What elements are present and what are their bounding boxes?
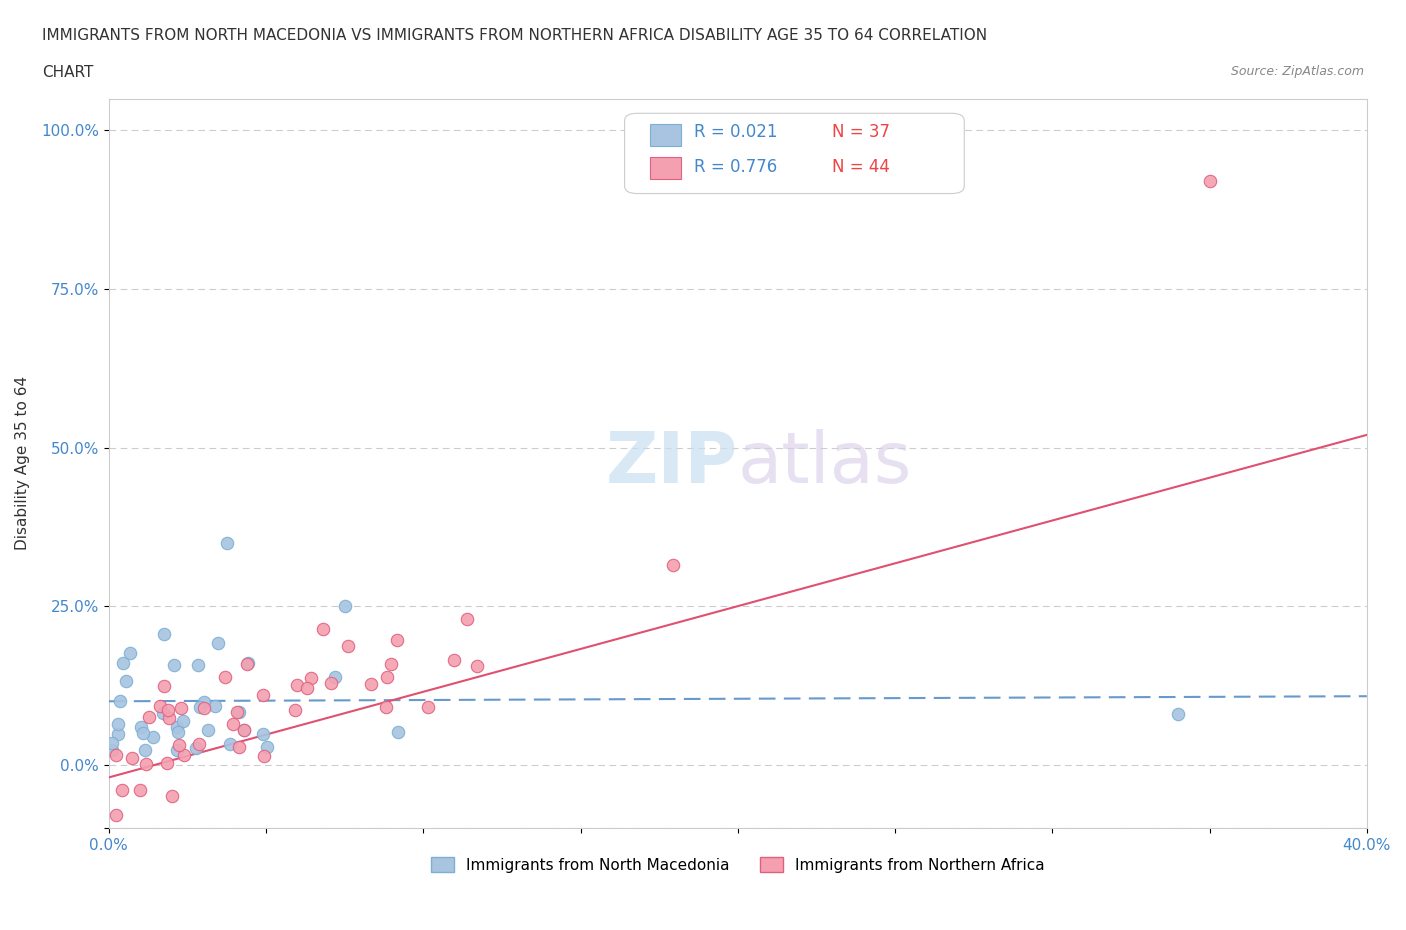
Point [156, 702, 179, 717]
Point [252, 726, 274, 741]
Point [299, 671, 322, 685]
Point [101, 742, 124, 757]
Point [416, 699, 439, 714]
Point [297, 680, 319, 695]
Point [167, 737, 190, 752]
Point [131, 725, 153, 740]
Point [115, 673, 138, 688]
Point [228, 739, 250, 754]
Point [207, 635, 229, 650]
Point [235, 657, 257, 671]
Point [135, 757, 157, 772]
Text: ZIP: ZIP [606, 429, 738, 498]
Point [252, 687, 274, 702]
Text: atlas: atlas [738, 429, 912, 498]
Point [166, 719, 188, 734]
Point [153, 678, 176, 693]
Point [107, 726, 129, 741]
Point [285, 677, 308, 692]
Point [333, 598, 356, 613]
Point [107, 716, 129, 731]
Point [153, 626, 176, 641]
Point [188, 699, 211, 714]
Text: R = 0.776: R = 0.776 [693, 158, 778, 177]
Point [1167, 707, 1189, 722]
Point [319, 676, 342, 691]
Point [131, 720, 153, 735]
Point [167, 724, 190, 739]
Point [1198, 174, 1220, 189]
Point [375, 699, 398, 714]
Point [170, 701, 193, 716]
Text: IMMIGRANTS FROM NORTH MACEDONIA VS IMMIGRANTS FROM NORTHERN AFRICA DISABILITY AG: IMMIGRANTS FROM NORTH MACEDONIA VS IMMIG… [42, 28, 987, 43]
Point [129, 783, 152, 798]
Point [163, 658, 186, 672]
Point [236, 655, 259, 670]
Text: CHART: CHART [42, 65, 94, 80]
Point [166, 742, 188, 757]
FancyBboxPatch shape [650, 125, 682, 146]
Point [284, 702, 307, 717]
Text: Source: ZipAtlas.com: Source: ZipAtlas.com [1230, 65, 1364, 78]
Text: N = 37: N = 37 [832, 124, 890, 141]
Point [456, 611, 478, 626]
Point [142, 730, 165, 745]
Point [187, 737, 209, 751]
Point [134, 742, 156, 757]
Point [193, 700, 215, 715]
Point [173, 748, 195, 763]
Legend: Immigrants from North Macedonia, Immigrants from Northern Africa: Immigrants from North Macedonia, Immigra… [425, 851, 1050, 879]
Point [360, 676, 382, 691]
Point [157, 711, 180, 725]
Point [443, 652, 465, 667]
Point [104, 808, 127, 823]
Point [225, 705, 247, 720]
FancyBboxPatch shape [650, 157, 682, 179]
Point [253, 749, 276, 764]
Point [197, 723, 219, 737]
Point [387, 724, 409, 739]
Point [337, 639, 360, 654]
Point [218, 737, 240, 751]
Point [228, 704, 250, 719]
Point [111, 782, 134, 797]
FancyBboxPatch shape [624, 113, 965, 193]
Text: N = 44: N = 44 [832, 158, 890, 177]
Point [160, 789, 183, 804]
Point [138, 710, 160, 724]
Point [662, 558, 685, 573]
Point [217, 536, 239, 551]
Point [118, 646, 141, 661]
Point [204, 698, 226, 713]
Point [152, 706, 174, 721]
Text: R = 0.021: R = 0.021 [693, 124, 778, 141]
Point [184, 740, 207, 755]
Point [187, 658, 209, 672]
Point [101, 736, 124, 751]
Point [121, 751, 143, 765]
Point [312, 621, 335, 636]
Point [104, 748, 127, 763]
Point [323, 670, 346, 684]
Point [110, 693, 132, 708]
Y-axis label: Disability Age 35 to 64: Disability Age 35 to 64 [15, 377, 30, 551]
Point [385, 632, 408, 647]
Point [221, 716, 243, 731]
Point [193, 695, 215, 710]
Point [232, 723, 254, 737]
Point [172, 713, 194, 728]
Point [149, 699, 172, 714]
Point [112, 656, 135, 671]
Point [256, 739, 278, 754]
Point [214, 670, 236, 684]
Point [375, 670, 398, 684]
Point [232, 723, 254, 737]
Point [465, 658, 488, 673]
Point [155, 755, 177, 770]
Point [380, 657, 402, 671]
